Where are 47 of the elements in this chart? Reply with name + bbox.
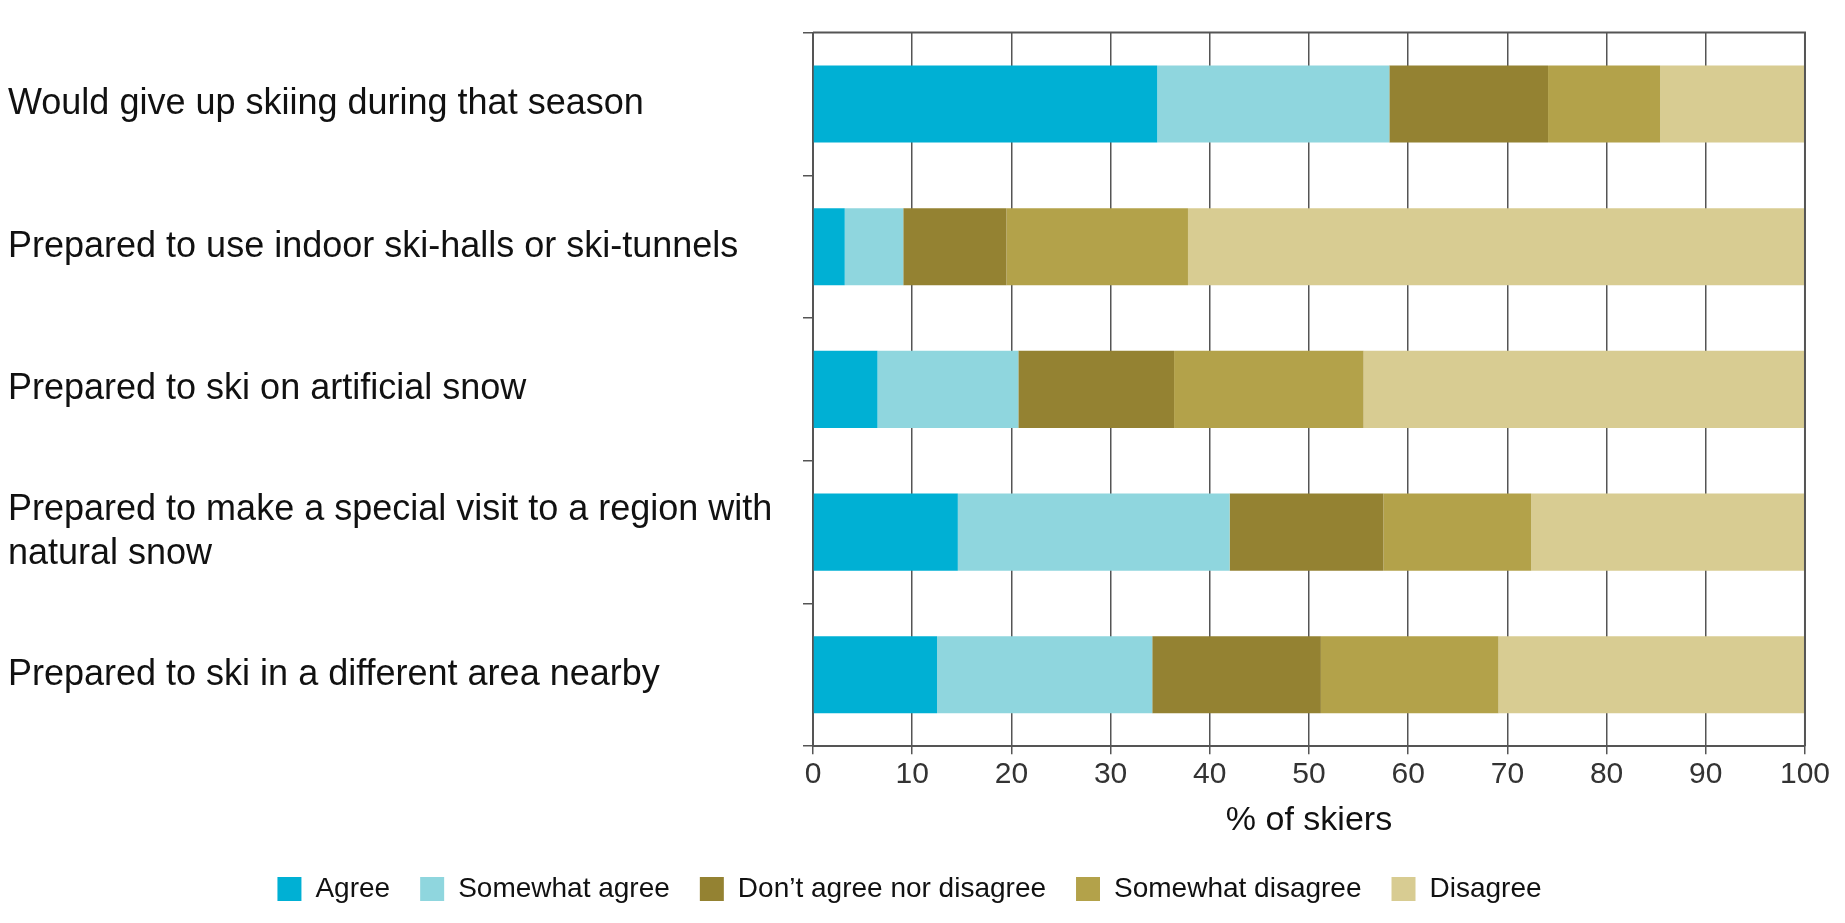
legend-label: Somewhat disagree [1114, 871, 1362, 903]
bar [813, 208, 845, 286]
x-tick-label: 80 [1589, 756, 1624, 790]
legend-label: Somewhat agree [458, 871, 670, 903]
legend-label: Disagree [1429, 871, 1542, 903]
x-tick-label: 40 [1193, 756, 1227, 790]
x-tick-label: 10 [895, 756, 929, 790]
bar [1363, 350, 1805, 428]
y-tick-label: Prepared to use indoor ski-halls or ski-tunnels [8, 223, 739, 265]
bar [1531, 493, 1805, 571]
legend-label: Don’t agree nor disagree [737, 871, 1047, 903]
x-tick-label: 50 [1292, 756, 1326, 790]
bar [937, 636, 1153, 714]
y-tick-label: Prepared to ski on artificial snow [8, 366, 528, 408]
x-axis-title: % of skiers [1225, 798, 1393, 837]
bar [877, 350, 1019, 428]
bar [813, 493, 958, 571]
bar [1174, 350, 1364, 428]
x-tick-label: 100 [1779, 756, 1830, 790]
bar [1383, 493, 1532, 571]
bar [813, 350, 878, 428]
bar [1229, 493, 1384, 571]
bar [1498, 636, 1805, 714]
bar [1548, 65, 1661, 143]
x-tick-label: 90 [1689, 756, 1723, 790]
y-tick-label: Prepared to make a special visit to a region with natural snow [8, 487, 773, 572]
bar [1320, 636, 1499, 714]
bar [1018, 350, 1175, 428]
x-tick-label: 30 [1093, 756, 1128, 790]
bar [813, 65, 1158, 143]
x-tick-label: 0 [804, 756, 822, 790]
bar [1187, 208, 1805, 286]
legend-label: Agree [315, 871, 391, 903]
bar [903, 208, 1007, 286]
bar [1660, 65, 1805, 143]
bar [1006, 208, 1188, 286]
x-tick-label: 70 [1490, 756, 1525, 790]
x-tick-label: 60 [1391, 756, 1425, 790]
y-tick-label: Would give up skiing during that season [8, 80, 644, 122]
bar [844, 208, 904, 286]
x-tick-label: 20 [994, 756, 1029, 790]
bar [813, 636, 937, 714]
bar [1157, 65, 1390, 143]
bar [957, 493, 1230, 571]
bar [1152, 636, 1321, 714]
bar [1389, 65, 1549, 143]
y-tick-label: Prepared to ski in a different area nearby [8, 651, 660, 693]
